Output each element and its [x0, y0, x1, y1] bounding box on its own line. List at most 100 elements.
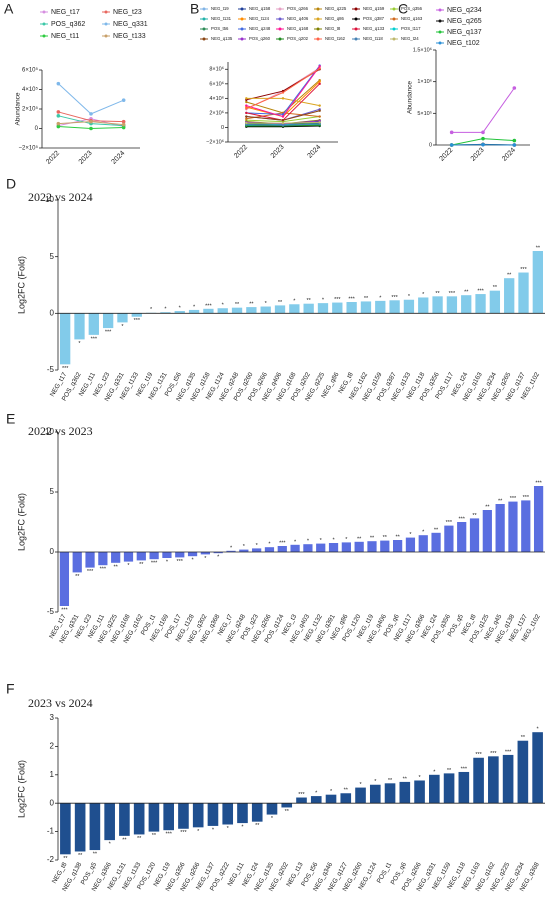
bar: [443, 773, 455, 804]
y-tick-label: -2: [47, 855, 55, 864]
bar: [175, 552, 185, 558]
data-point: [121, 98, 126, 103]
bar: [217, 308, 228, 314]
x-tick-label: 2024: [110, 150, 126, 166]
significance-label: *: [320, 538, 323, 544]
significance-label: ***: [449, 291, 456, 297]
significance-label: **: [122, 837, 127, 843]
y-tick-label: 1×10⁶: [417, 78, 432, 85]
bar: [289, 304, 300, 314]
bar: [346, 302, 357, 314]
significance-label: *: [345, 537, 348, 543]
legend-marker: [316, 27, 320, 31]
data-point: [318, 82, 321, 86]
y-tick-label: 6×10⁶: [209, 80, 224, 87]
bar: [246, 307, 257, 314]
significance-label: ***: [165, 832, 172, 838]
bar: [85, 552, 95, 568]
significance-label: **: [403, 776, 408, 782]
legend-marker: [278, 27, 282, 31]
significance-label: ***: [91, 336, 98, 342]
bar: [148, 803, 160, 832]
data-point: [318, 115, 321, 118]
data-point: [318, 80, 321, 83]
data-point: [318, 109, 321, 112]
bar: [303, 544, 313, 552]
x-tick-label: 2024: [306, 144, 322, 160]
bar: [149, 552, 159, 560]
significance-label: *: [293, 299, 296, 305]
data-point: [245, 121, 248, 125]
significance-label: *: [330, 789, 333, 795]
legend-label: POS_q266: [287, 6, 309, 11]
legend-marker: [354, 7, 358, 11]
data-point: [281, 97, 285, 100]
bar: [431, 532, 441, 552]
significance-label: **: [278, 300, 283, 306]
data-point: [56, 114, 61, 118]
bar: [222, 803, 234, 825]
significance-label: *: [418, 775, 421, 781]
data-point: [245, 115, 248, 118]
significance-label: *: [422, 292, 425, 298]
legend-label: POS_q356: [401, 6, 423, 11]
legend-marker: [240, 27, 244, 31]
significance-label: ***: [177, 559, 184, 565]
significance-label: **: [383, 535, 388, 541]
data-point: [245, 97, 248, 100]
significance-label: *: [179, 306, 182, 312]
legend-marker: [42, 34, 46, 38]
bar: [98, 552, 108, 566]
data-point: [281, 118, 285, 122]
bar: [133, 803, 145, 835]
bar: [174, 311, 185, 314]
significance-label: *: [164, 307, 167, 313]
bar: [384, 783, 396, 804]
bar: [432, 296, 443, 314]
legend-marker: [392, 37, 396, 41]
bar: [418, 535, 428, 552]
data-point: [481, 130, 485, 135]
bar: [517, 740, 529, 804]
significance-label: *: [409, 532, 412, 538]
y-tick-label: 0: [50, 798, 55, 807]
legend-label: NEG_t23: [113, 9, 142, 16]
bar: [328, 543, 339, 552]
legend-label: NEG_t102: [447, 40, 480, 47]
bar: [469, 518, 480, 552]
y-tick-label: 4×10⁵: [22, 86, 39, 93]
bar: [136, 552, 146, 561]
x-tick-label: 2022: [45, 150, 61, 166]
y-tick-label: 5: [50, 487, 55, 496]
bar: [74, 803, 86, 852]
y-axis-label: Log2FC (Fold): [16, 256, 26, 314]
bar: [119, 803, 130, 836]
bar: [332, 302, 343, 314]
bar: [367, 541, 377, 552]
significance-label: **: [370, 536, 375, 542]
y-tick-label: -5: [47, 607, 55, 616]
bar: [461, 295, 472, 314]
bar: [457, 522, 467, 552]
significance-label: *: [217, 555, 220, 561]
significance-label: **: [255, 823, 260, 829]
significance-label: *: [166, 559, 169, 565]
x-tick-label: 2024: [501, 147, 517, 163]
legend-label: NEG_q248: [249, 26, 271, 31]
significance-label: **: [485, 504, 490, 510]
significance-label: ***: [505, 749, 512, 755]
significance-label: *: [241, 825, 244, 831]
y-tick-label: −2×10⁶: [206, 138, 224, 145]
y-tick-label: 3: [50, 713, 55, 722]
legend-label: POS_q260: [249, 36, 271, 41]
legend-marker: [438, 19, 442, 23]
legend-label: NEG_q265: [447, 18, 482, 25]
significance-label: *: [322, 298, 325, 304]
significance-label: **: [434, 527, 439, 533]
y-tick-label: 1.5×10⁶: [413, 46, 432, 53]
data-point: [281, 115, 285, 118]
panel-label: F: [6, 681, 15, 697]
panel-label: C: [398, 1, 408, 17]
legend-marker: [202, 17, 206, 21]
series-line: [451, 87, 515, 133]
